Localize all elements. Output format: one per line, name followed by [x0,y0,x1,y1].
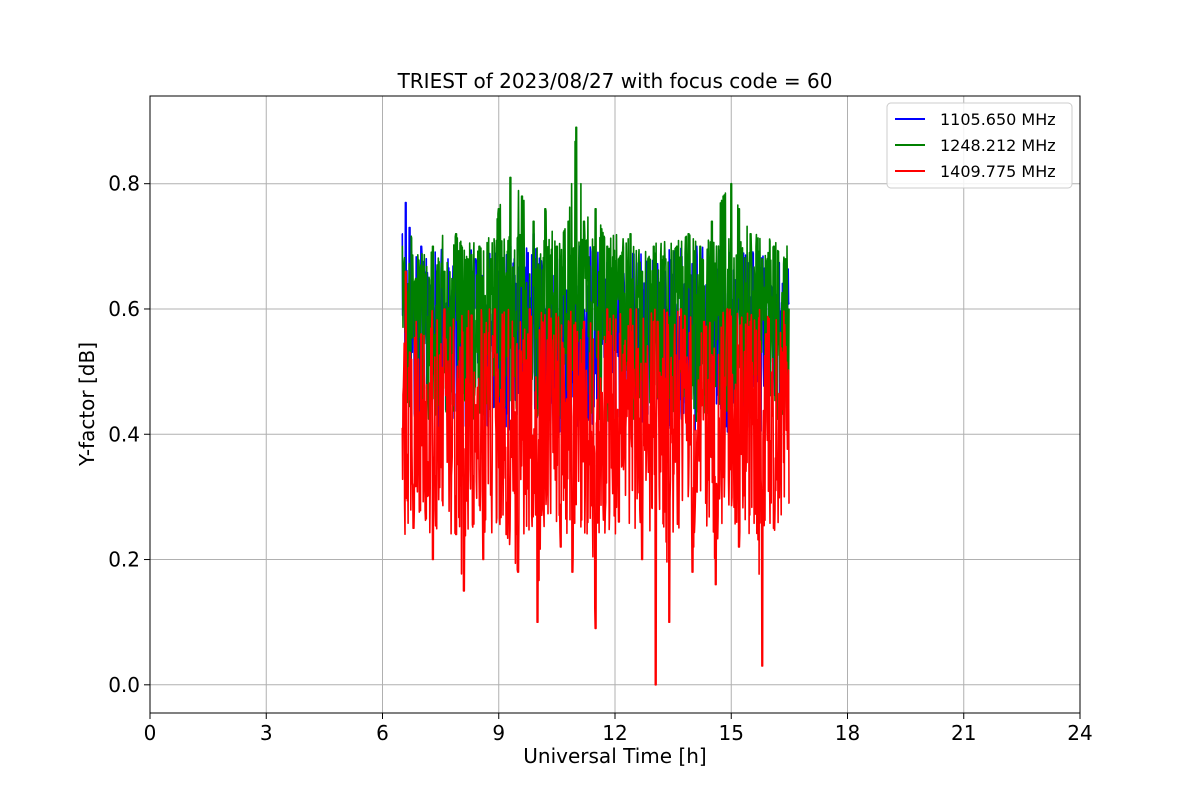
x-tick-label: 24 [1067,721,1092,745]
y-tick-label: 0.2 [108,548,140,572]
legend-label-2: 1248.212 MHz [940,136,1056,155]
x-tick-label: 21 [951,721,976,745]
x-tick-label: 18 [835,721,860,745]
x-tick-label: 6 [376,721,389,745]
y-tick-label: 0.6 [108,297,140,321]
series-line-2 [401,126,790,423]
legend: 1105.650 MHz 1248.212 MHz 1409.775 MHz [886,102,1073,189]
x-axis-label: Universal Time [h] [523,744,706,768]
series-layer [401,126,790,686]
y-tick-label: 0.8 [108,172,140,196]
x-tick-label: 9 [492,721,505,745]
y-ticks: 0.0 0.2 0.4 0.6 0.8 [108,172,150,697]
series-line-3 [401,270,790,686]
x-tick-label: 15 [719,721,744,745]
legend-box [886,102,1073,189]
y-axis-label: Y-factor [dB] [75,342,99,467]
legend-label-3: 1409.775 MHz [940,162,1056,181]
y-tick-label: 0.4 [108,422,140,446]
chart-title: TRIEST of 2023/08/27 with focus code = 6… [397,69,833,93]
x-tick-label: 0 [144,721,157,745]
legend-label-1: 1105.650 MHz [940,110,1056,129]
x-tick-label: 12 [602,721,627,745]
x-tick-label: 3 [260,721,273,745]
x-ticks: 0 3 6 9 12 15 18 21 24 [144,713,1093,745]
y-tick-label: 0.0 [108,673,140,697]
